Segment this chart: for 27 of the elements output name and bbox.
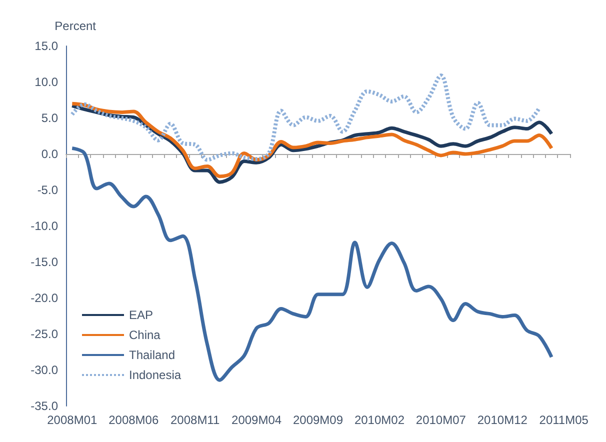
x-tick-label: 2008M06 (108, 413, 159, 427)
legend-label: Thailand (129, 348, 176, 362)
x-tick-label: 2010M02 (354, 413, 405, 427)
y-tick-label: 15.0 (34, 39, 58, 53)
x-tick-label: 2010M07 (416, 413, 466, 427)
y-tick-label: -10.0 (30, 219, 58, 233)
line-series (70, 146, 554, 382)
x-tick-label: 2011M05 (539, 413, 589, 427)
y-tick-label: -20.0 (30, 291, 58, 305)
x-tick-label: 2009M04 (232, 413, 282, 427)
x-tick-label: 2008M01 (47, 413, 98, 427)
y-axis-title: Percent (54, 19, 97, 33)
legend-label: Indonesia (129, 368, 182, 382)
y-tick-label: -30.0 (30, 363, 58, 377)
y-tick-label: -35.0 (30, 399, 58, 413)
y-tick-label: 5.0 (41, 111, 58, 125)
x-tick-label: 2009M09 (292, 413, 344, 427)
x-tick-label: 2010M12 (477, 413, 528, 427)
y-tick-label: -25.0 (30, 327, 58, 341)
x-tick-label: 2008M11 (170, 413, 220, 427)
y-tick-label: 10.0 (34, 75, 58, 89)
y-tick-label: 0.0 (41, 147, 58, 161)
line-series (70, 74, 542, 162)
legend-label: EAP (129, 308, 154, 322)
y-tick-label: -5.0 (37, 183, 58, 197)
y-tick-label: -15.0 (30, 255, 58, 269)
legend-label: China (129, 328, 161, 342)
